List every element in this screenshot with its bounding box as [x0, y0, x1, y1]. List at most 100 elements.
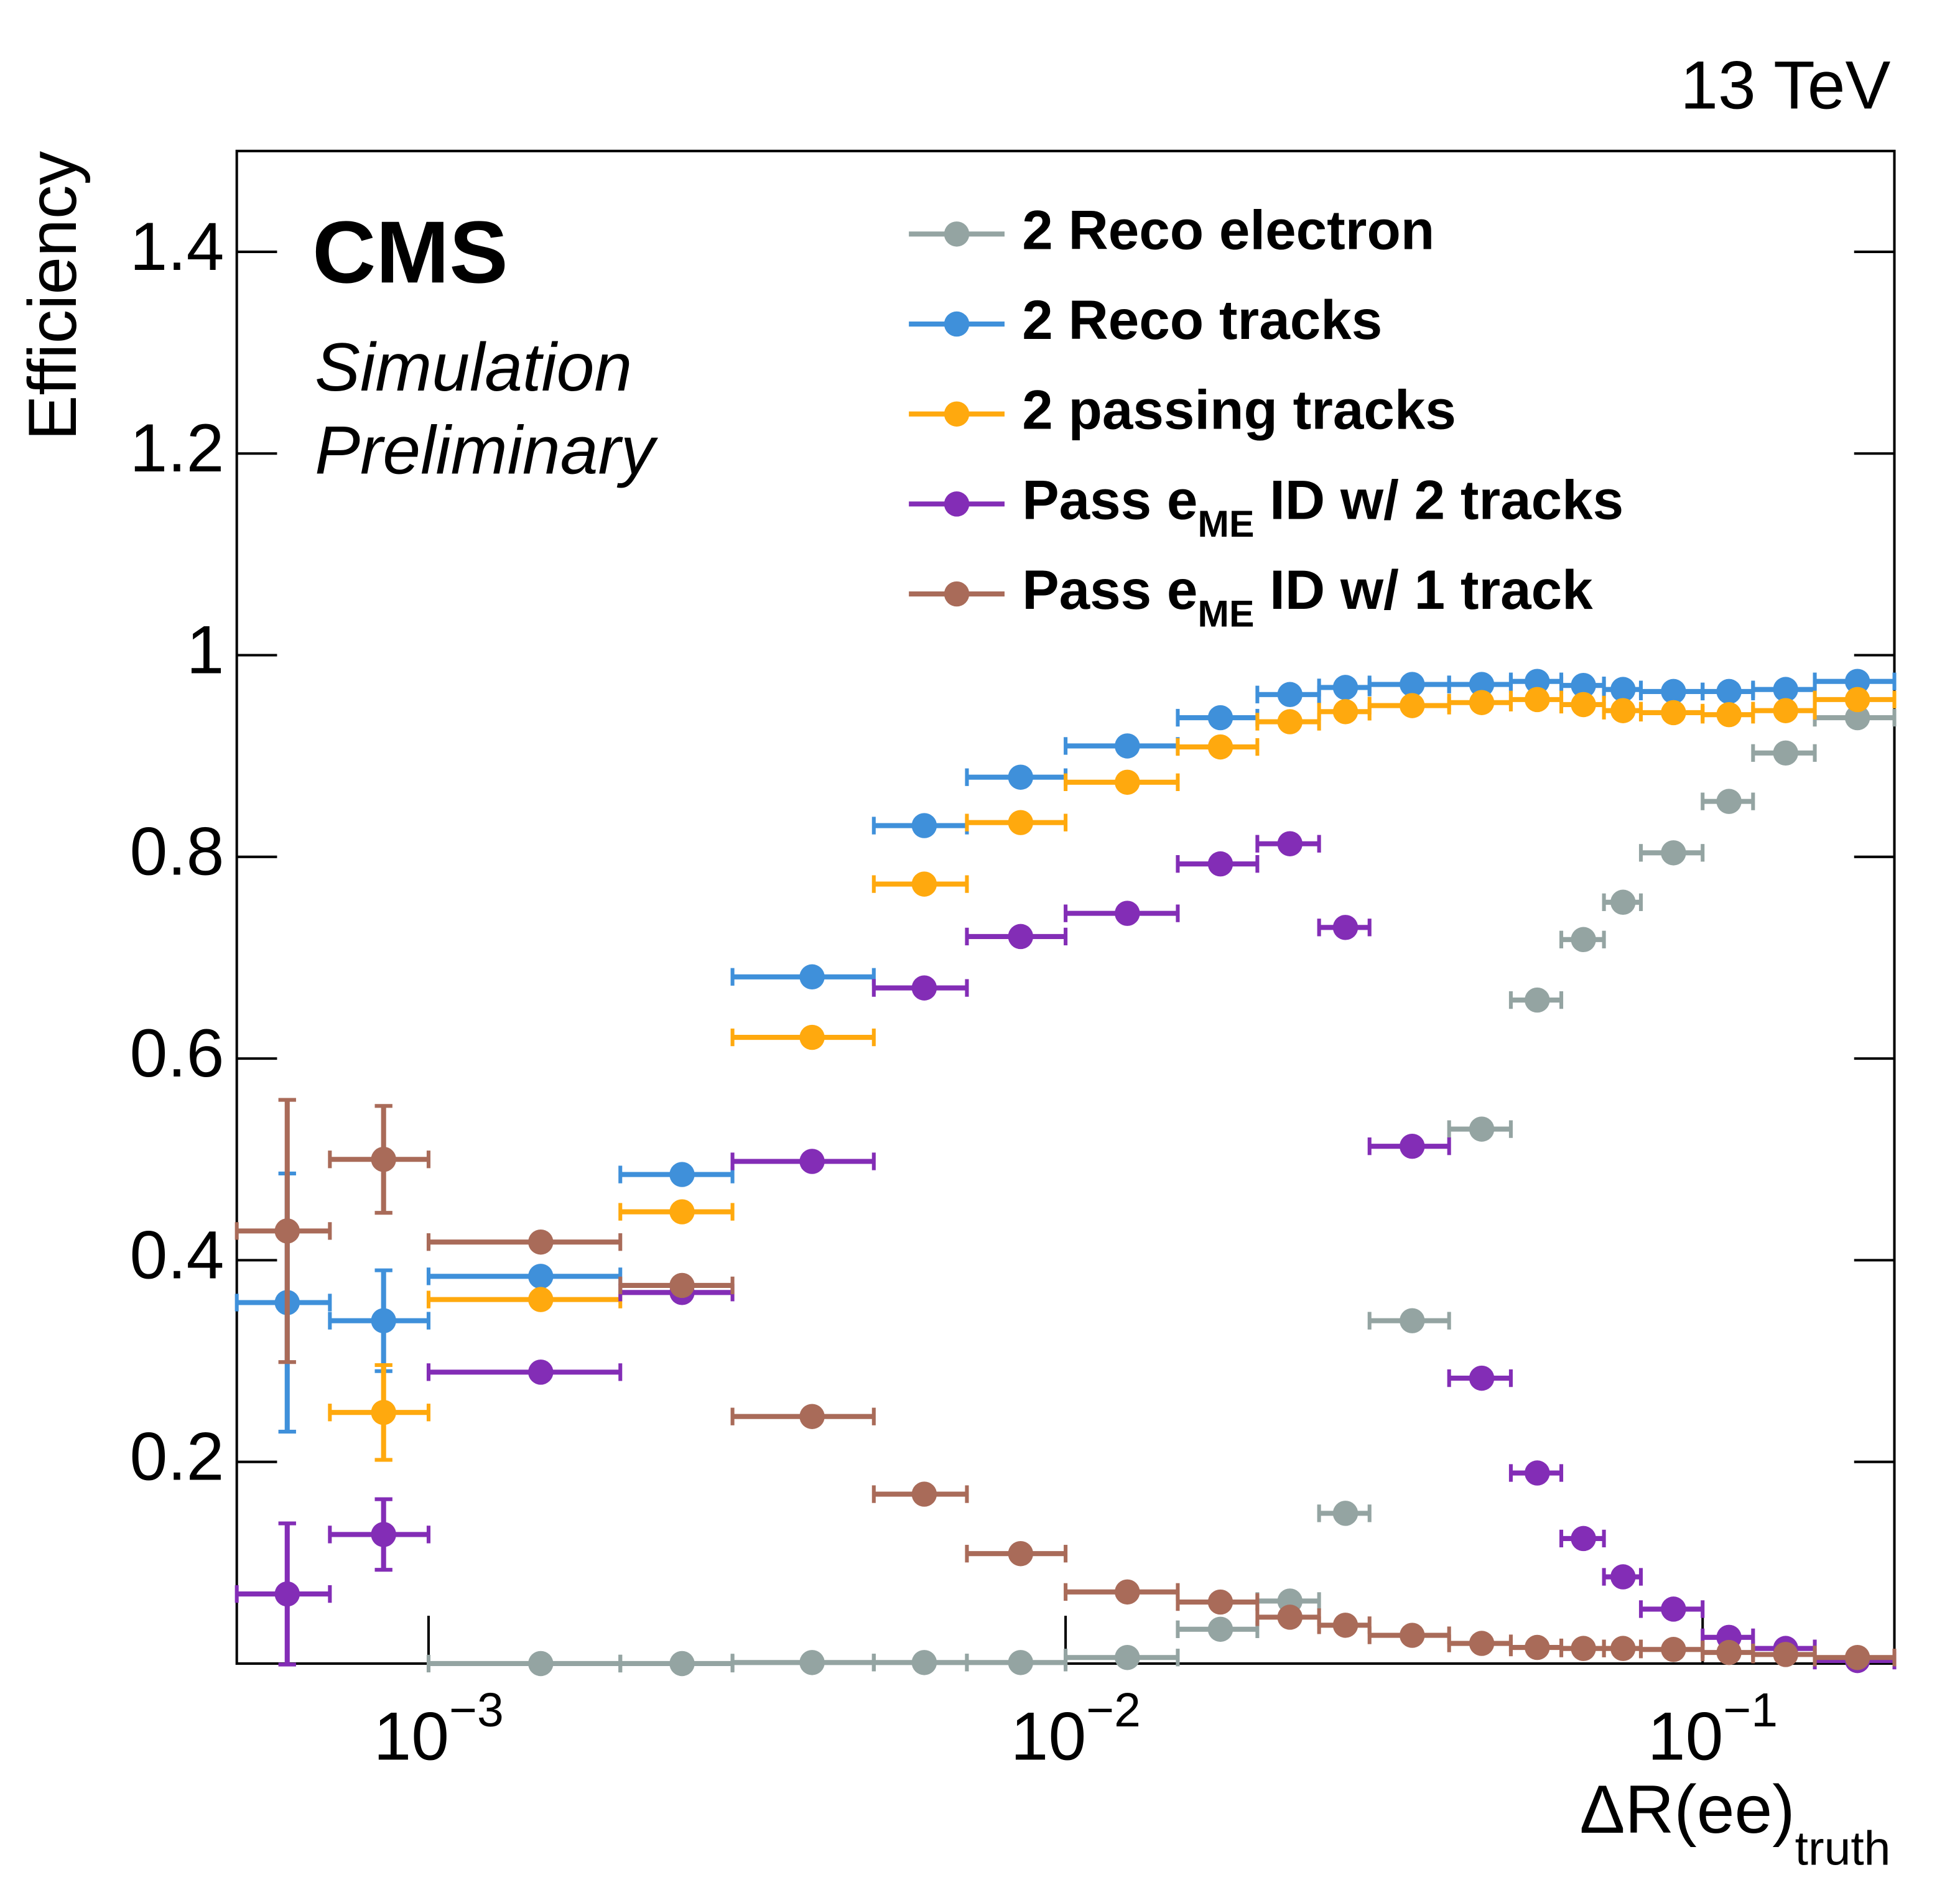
data-point — [1525, 687, 1550, 713]
y-axis-label: Efficiency — [15, 150, 91, 440]
data-point — [1332, 699, 1359, 725]
legend-marker — [944, 221, 970, 247]
legend-marker — [944, 401, 970, 427]
data-point — [911, 1650, 937, 1675]
legend-marker — [944, 311, 970, 337]
status-label: Simulation — [315, 330, 632, 405]
data-point — [1008, 764, 1034, 790]
data-point — [669, 1162, 695, 1187]
data-point — [1332, 1613, 1359, 1638]
data-point — [528, 1229, 554, 1255]
data-point — [799, 964, 825, 990]
data-point — [1332, 915, 1359, 940]
y-tick-label: 0.2 — [130, 1419, 225, 1495]
legend-label: Pass eME ID w/ 1 track — [1022, 558, 1593, 635]
data-point — [1400, 693, 1425, 718]
legend-label-part: Pass e — [1022, 468, 1197, 530]
data-point — [1469, 690, 1495, 715]
x-tick-exponent: −2 — [1086, 1683, 1141, 1737]
data-point — [1207, 1589, 1233, 1615]
legend-label-part: 2 passing tracks — [1022, 378, 1456, 440]
y-tick-label: 1.2 — [130, 410, 225, 486]
data-point — [1207, 705, 1233, 731]
x-tick-exponent: −1 — [1723, 1683, 1778, 1737]
x-axis-label: ΔR(ee)truth — [1579, 1772, 1890, 1876]
data-point — [371, 1147, 396, 1172]
data-point — [528, 1264, 554, 1289]
legend-label-part: ID w/ 2 tracks — [1254, 468, 1623, 530]
data-point — [1525, 1460, 1550, 1486]
data-point — [1610, 677, 1636, 702]
data-point — [1571, 927, 1596, 953]
data-point — [1115, 1579, 1140, 1605]
data-point — [1400, 672, 1425, 697]
energy-label: 13 TeV — [1680, 48, 1890, 124]
data-point — [911, 1481, 937, 1507]
data-point — [1571, 1526, 1596, 1552]
data-point — [1844, 705, 1870, 731]
x-axis-label-main: ΔR(ee) — [1579, 1772, 1795, 1848]
data-point — [1773, 677, 1798, 702]
y-tick-label: 1.4 — [130, 209, 225, 285]
legend-label-part: 2 Reco electron — [1022, 198, 1434, 261]
y-tick-label: 0.8 — [130, 814, 225, 890]
data-point — [1008, 1540, 1034, 1567]
data-point — [1716, 702, 1742, 728]
data-point — [1610, 889, 1636, 915]
legend-label: 2 Reco electron — [1022, 198, 1434, 261]
legend-label: 2 passing tracks — [1022, 378, 1456, 440]
x-tick-exponent: −3 — [449, 1683, 504, 1737]
legend-label-part: 2 Reco tracks — [1022, 289, 1382, 351]
data-point — [1773, 698, 1798, 723]
y-tick-label: 0.6 — [130, 1016, 225, 1091]
data-point — [1716, 1639, 1742, 1665]
data-point — [1277, 682, 1303, 708]
data-point — [1571, 672, 1596, 698]
status-label: Preliminary — [315, 412, 659, 488]
data-point — [1469, 672, 1495, 697]
data-point — [1469, 1116, 1495, 1142]
data-point — [1207, 1616, 1233, 1642]
data-point — [528, 1651, 554, 1677]
data-point — [1610, 1564, 1636, 1590]
data-point — [799, 1149, 825, 1174]
data-point — [1207, 734, 1233, 760]
y-tick-label: 1 — [187, 612, 225, 688]
data-point — [911, 975, 937, 1001]
experiment-label: CMS — [312, 203, 508, 302]
data-point — [1207, 851, 1233, 877]
data-point — [1469, 1365, 1495, 1391]
data-point — [274, 1218, 300, 1244]
legend-label-sub: ME — [1197, 593, 1254, 635]
data-point — [1115, 901, 1140, 926]
y-tick-label: 0.4 — [130, 1217, 225, 1293]
data-point — [371, 1308, 396, 1333]
data-point — [1571, 692, 1596, 718]
data-point — [1277, 709, 1303, 734]
data-point — [1277, 1604, 1303, 1630]
x-tick-base: 10 — [374, 1698, 450, 1774]
data-point — [1525, 669, 1550, 694]
data-point — [1525, 987, 1550, 1013]
data-point — [799, 1650, 825, 1675]
data-point — [1115, 1645, 1140, 1670]
data-point — [1773, 1642, 1798, 1667]
x-tick-label: 10−2 — [1011, 1683, 1141, 1774]
data-point — [371, 1399, 396, 1425]
x-axis-label-sub: truth — [1795, 1822, 1891, 1876]
data-point — [799, 1404, 825, 1429]
data-point — [1525, 1634, 1550, 1660]
data-point — [669, 1272, 695, 1299]
data-point — [1008, 924, 1034, 950]
data-point — [911, 871, 937, 897]
data-point — [1400, 1308, 1425, 1333]
data-point — [1610, 1636, 1636, 1661]
legend-marker — [944, 581, 970, 607]
data-point — [669, 1199, 695, 1225]
legend-label-part: Pass e — [1022, 558, 1197, 621]
data-point — [1661, 840, 1686, 866]
data-point — [1332, 675, 1359, 700]
data-point — [1332, 1501, 1359, 1526]
legend-label-part: ID w/ 1 track — [1254, 558, 1593, 621]
